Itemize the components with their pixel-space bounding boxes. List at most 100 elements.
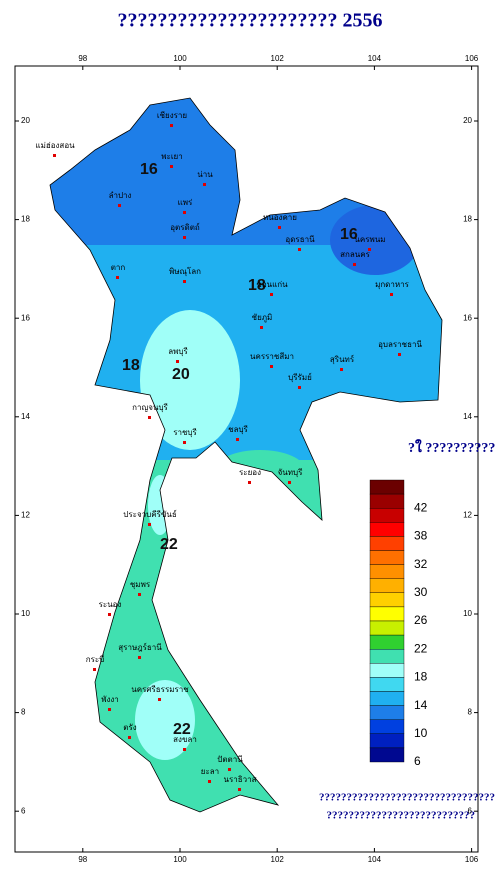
legend-label: 6 — [414, 754, 421, 768]
contour-label: 18 — [248, 277, 266, 294]
place-label: ขอนแก่น — [256, 280, 288, 289]
place-label: กระบี่ — [86, 653, 105, 664]
place-label: จันทบุรี — [278, 468, 304, 477]
legend-swatch — [369, 691, 405, 706]
x-tick-label: 102 — [271, 855, 285, 864]
x-tick-label: 100 — [173, 54, 187, 63]
legend-swatch — [369, 649, 405, 664]
legend-swatch — [369, 592, 405, 608]
place-label: แม่ฮ่องสอน — [35, 141, 75, 150]
legend-label: 32 — [414, 557, 428, 571]
place-label: กาญจนบุรี — [132, 403, 168, 412]
y-tick-label: 20 — [463, 116, 472, 125]
place-label: นครราชสีมา — [250, 352, 294, 361]
y-tick-label: 18 — [463, 215, 472, 224]
contour-label: 22 — [160, 536, 178, 553]
legend-swatch — [369, 536, 405, 551]
place-marker — [118, 204, 121, 207]
place-label: น่าน — [197, 170, 213, 179]
place-marker — [238, 788, 241, 791]
place-label: ราชบุรี — [173, 428, 197, 437]
legend-swatch — [369, 522, 405, 537]
place-label: สุราษฎร์ธานี — [118, 642, 162, 652]
place-label: ระนอง — [99, 600, 122, 609]
place-label: เชียงราย — [157, 111, 187, 120]
place-marker — [228, 768, 231, 771]
place-marker — [116, 276, 119, 279]
y-tick-label: 16 — [463, 313, 472, 322]
legend-swatch — [369, 719, 405, 735]
place-label: ลพบุรี — [168, 347, 188, 356]
place-label: แพร่ — [178, 198, 193, 207]
title: ?????????????????????? 2556 — [118, 10, 383, 32]
place-label: พิษณุโลก — [169, 266, 201, 276]
y-tick-label: 18 — [21, 215, 30, 224]
legend-label: 14 — [414, 698, 428, 712]
y-tick-label: 6 — [468, 806, 473, 815]
y-tick-label: 8 — [21, 708, 26, 717]
contour-label: 16 — [340, 226, 358, 243]
place-label: ชัยภูมิ — [252, 313, 273, 323]
x-tick-label: 98 — [78, 54, 87, 63]
x-tick-label: 100 — [173, 855, 187, 864]
legend-swatch — [369, 564, 405, 579]
place-label: นราธิวาส — [223, 775, 256, 784]
legend-label: 42 — [414, 500, 428, 514]
place-label: ชุมพร — [130, 580, 151, 589]
y-tick-label: 12 — [463, 511, 472, 520]
x-tick-label: 104 — [368, 54, 382, 63]
y-tick-label: 14 — [21, 412, 30, 421]
place-label: ปัตตานี — [217, 755, 243, 764]
place-marker — [390, 293, 393, 296]
legend-label: 38 — [414, 529, 428, 543]
place-marker — [183, 748, 186, 751]
place-label: ตรัง — [123, 723, 136, 732]
place-label: ประจวบคีรีขันธ์ — [123, 509, 177, 519]
place-marker — [148, 416, 151, 419]
y-tick-label: 8 — [468, 708, 473, 717]
legend-swatch — [369, 733, 405, 749]
y-tick-label: 16 — [21, 313, 30, 322]
place-label: มุกดาหาร — [375, 280, 410, 289]
place-marker — [128, 736, 131, 739]
place-label: ชลบุรี — [228, 425, 248, 434]
legend-swatch — [369, 705, 405, 720]
contour-label: 16 — [140, 161, 158, 178]
place-marker — [108, 708, 111, 711]
place-label: สงขลา — [173, 735, 197, 744]
y-tick-label: 20 — [21, 116, 30, 125]
legend: 42 38 32 30 26 22 18 14 10 6 — [369, 479, 428, 768]
legend-swatch — [369, 508, 405, 523]
place-marker — [270, 365, 273, 368]
legend-swatch — [369, 663, 405, 678]
legend-swatch — [369, 747, 405, 763]
legend-swatch — [369, 578, 405, 594]
legend-swatch — [369, 634, 405, 650]
place-marker — [170, 165, 173, 168]
legend-label: 10 — [414, 726, 428, 740]
contour-label: 18 — [122, 357, 140, 374]
place-label: อุดรธานี — [285, 235, 315, 244]
place-label: ยะลา — [201, 767, 219, 776]
legend-swatch — [369, 606, 405, 622]
place-marker — [183, 211, 186, 214]
place-marker — [298, 248, 301, 251]
y-tick-label: 6 — [21, 806, 26, 815]
place-label: บุรีรัมย์ — [288, 372, 312, 382]
legend-swatch — [369, 550, 405, 565]
place-label: นครพนม — [354, 235, 385, 244]
place-marker — [368, 248, 371, 251]
legend-swatch — [369, 493, 405, 509]
country-border — [49, 97, 443, 813]
y-tick-label: 14 — [463, 412, 472, 421]
x-tick-label: 106 — [465, 54, 479, 63]
place-label: อุตรดิตถ์ — [170, 222, 200, 232]
place-marker — [260, 326, 263, 329]
place-marker — [353, 263, 356, 266]
place-marker — [108, 613, 111, 616]
place-marker — [183, 280, 186, 283]
place-marker — [53, 154, 56, 157]
place-marker — [138, 593, 141, 596]
place-marker — [208, 780, 211, 783]
